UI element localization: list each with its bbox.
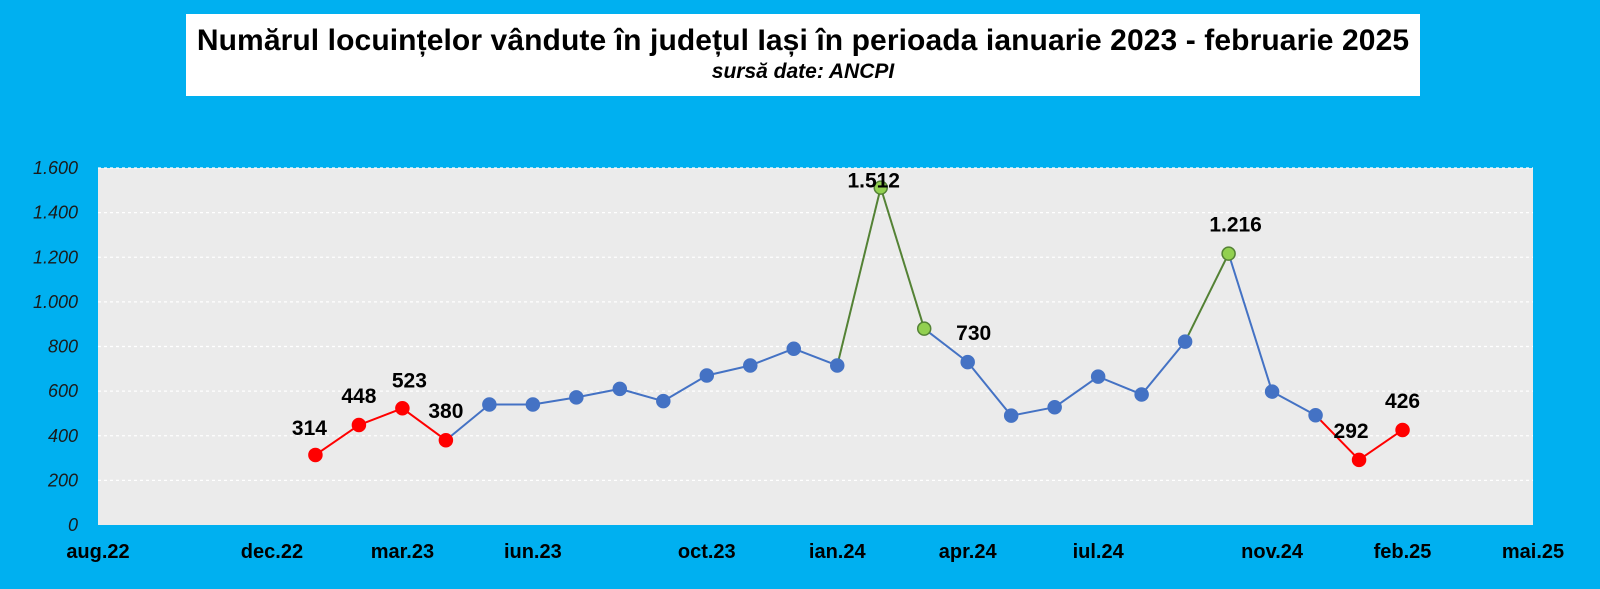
- y-tick-label: 200: [47, 470, 78, 490]
- data-label: 730: [956, 322, 991, 345]
- line-segment: [1184, 253, 1230, 343]
- line-segment: [619, 387, 664, 403]
- x-tick-label: dec.22: [241, 541, 303, 563]
- y-tick-label: 400: [48, 426, 78, 446]
- x-tick-label: iul.24: [1073, 541, 1125, 563]
- y-tick-label: 1.600: [33, 158, 78, 178]
- x-tick-label: mai.25: [1502, 541, 1564, 563]
- data-point: [873, 180, 888, 195]
- data-point: [1177, 334, 1193, 349]
- data-point: [786, 341, 802, 356]
- x-tick-label: aug.22: [66, 541, 129, 563]
- chart-subtitle: sursă date: ANCPI: [711, 60, 895, 83]
- y-tick-label: 1.400: [33, 203, 78, 223]
- x-tick-label: feb.25: [1374, 541, 1432, 563]
- line-segment: [966, 361, 1012, 417]
- x-tick-label: mar.23: [371, 541, 434, 563]
- x-tick-label: oct.23: [678, 541, 736, 563]
- line-segment: [401, 407, 447, 442]
- line-segment: [445, 403, 490, 441]
- data-point: [1264, 384, 1280, 399]
- line-segment: [314, 424, 360, 456]
- data-label: 1.512: [847, 170, 900, 193]
- data-point: [743, 358, 758, 373]
- line-segment: [706, 364, 751, 377]
- data-label: 426: [1385, 390, 1420, 413]
- line-segment: [1358, 429, 1404, 461]
- x-tick-label: iun.23: [504, 541, 562, 563]
- data-point: [1308, 407, 1323, 423]
- line-segment: [358, 407, 403, 426]
- line-segment: [1140, 340, 1186, 396]
- data-point: [1395, 422, 1410, 438]
- data-label: 523: [392, 369, 427, 392]
- data-point: [960, 354, 975, 370]
- x-axis-ticks: aug.22 dec.22 mar.23 iun.23 oct.23 ian.24 apr.…: [66, 541, 1564, 563]
- line-segment: [1097, 375, 1143, 396]
- y-tick-label: 800: [48, 337, 78, 357]
- line-segment: [749, 347, 795, 367]
- data-label: 448: [341, 385, 376, 408]
- y-axis-ticks: 0 200 400 600 800 1.000 1.200 1.400 1.600: [33, 158, 78, 535]
- line-segment: [793, 347, 838, 367]
- line-segment: [879, 187, 926, 329]
- y-tick-label: 1.000: [33, 292, 78, 312]
- data-point: [1090, 369, 1106, 384]
- data-point: [656, 393, 671, 409]
- data-point: [569, 390, 584, 405]
- data-point: [308, 447, 323, 463]
- line-segment: [1010, 406, 1055, 417]
- line-segment: [1271, 390, 1317, 417]
- y-tick-label: 600: [48, 381, 78, 401]
- data-point: [829, 358, 845, 373]
- data-point: [525, 397, 541, 412]
- data-label: 380: [428, 400, 463, 423]
- data-point: [482, 397, 497, 412]
- line-segment: [1227, 253, 1274, 392]
- data-point: [1351, 452, 1367, 468]
- line-segment: [662, 374, 708, 403]
- line-segment: [1054, 375, 1099, 409]
- line-segment: [576, 387, 621, 399]
- data-point: [1003, 408, 1019, 423]
- data-point: [438, 432, 454, 448]
- data-point: [612, 381, 628, 397]
- data-label: 292: [1334, 420, 1369, 443]
- data-point: [1221, 246, 1236, 261]
- y-tick-label: 1.200: [33, 247, 78, 267]
- x-tick-label: nov.24: [1241, 541, 1304, 563]
- data-label: 1.216: [1209, 214, 1262, 237]
- chart-title: Numărul locuințelor vândute în județul I…: [196, 24, 1410, 57]
- data-point: [1134, 387, 1149, 402]
- line-segment: [836, 187, 882, 366]
- line-segment: [532, 396, 577, 406]
- gridlines: [98, 167, 1533, 481]
- data-point: [395, 401, 410, 416]
- x-tick-label: apr.24: [939, 541, 998, 563]
- series-line: [314, 187, 1404, 461]
- data-point: [916, 321, 932, 336]
- line-segment: [923, 327, 969, 363]
- data-point: [699, 368, 715, 383]
- data-point: [351, 417, 367, 433]
- line-segment: [1314, 414, 1360, 461]
- series-markers: [308, 180, 1410, 468]
- x-tick-label: ian.24: [809, 541, 867, 563]
- y-tick-label: 0: [68, 515, 78, 535]
- data-point: [1047, 399, 1062, 415]
- chart-title-box: Numărul locuințelor vândute în județul I…: [186, 14, 1420, 96]
- data-label: 314: [292, 417, 327, 440]
